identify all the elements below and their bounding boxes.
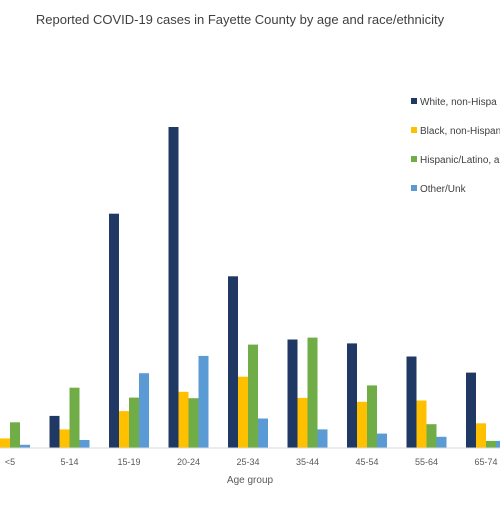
bar [377,433,387,448]
bar [317,429,328,448]
bar [20,444,30,448]
bar [188,398,199,448]
bar [347,343,357,448]
legend: White, non-Hispa Black, non-Hispan Hispani… [411,97,500,195]
legend-label: Hispanic/Latino, a [420,155,500,166]
bar [119,411,129,448]
bar [287,339,298,448]
bar [476,423,486,448]
bar [228,276,238,448]
bar [258,418,268,448]
legend-swatch [411,98,417,104]
legend-swatch [411,156,417,162]
x-tick-labels: <5 5-14 15-19 20-24 25-34 35-44 45-54 55-64 65-7… [5,457,498,467]
chart-title: Reported COVID-19 cases in Fayette Count… [36,12,445,27]
legend-label: Other/Unk [420,184,467,195]
bar [139,373,149,448]
bar [307,337,318,448]
bar [436,436,447,448]
x-tick-label: 55-64 [415,457,438,467]
x-tick-label: 20-24 [177,457,200,467]
legend-label: White, non-Hispa [420,97,497,108]
bar [297,397,308,448]
x-tick-label: 15-19 [117,457,140,467]
bar [129,397,139,448]
bar [357,401,367,448]
bar [496,440,500,448]
bar [416,400,427,448]
bar [178,391,189,448]
legend-swatch [411,185,417,191]
bar [238,376,248,448]
legend-swatch [411,127,417,133]
bar [486,440,496,448]
legend-label: Black, non-Hispan [420,126,500,137]
bar [109,213,119,448]
x-axis-title: Age group [227,475,274,486]
bar [79,440,90,448]
bar [10,422,20,448]
bar [168,127,179,448]
bar [59,429,70,448]
bar [69,387,80,448]
bar [0,438,10,448]
x-tick-label: 65-74 [474,457,497,467]
x-tick-label: <5 [5,457,15,467]
x-tick-label: 25-34 [236,457,259,467]
x-tick-label: 35-44 [296,457,319,467]
bars-group [0,127,500,448]
bar [248,344,258,448]
bar [367,385,377,448]
bar [426,424,437,448]
x-tick-label: 5-14 [60,457,78,467]
bar [198,355,209,448]
bar [49,415,60,448]
x-tick-label: 45-54 [355,457,378,467]
bar [466,372,476,448]
bar [406,356,417,448]
